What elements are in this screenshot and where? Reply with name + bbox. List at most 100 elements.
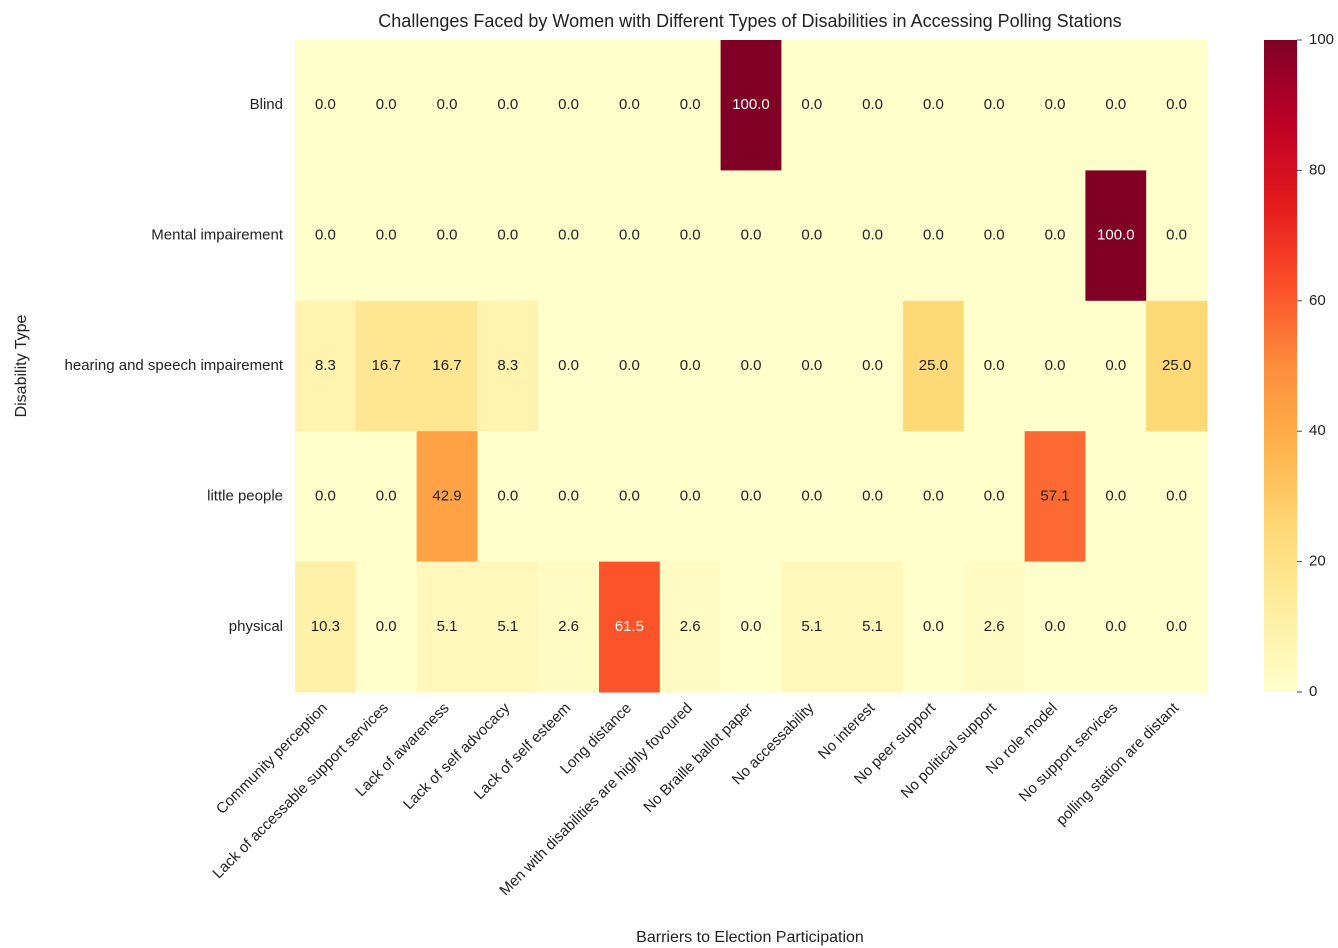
heatmap-cell bbox=[903, 300, 965, 432]
cell-label: 0.0 bbox=[558, 487, 579, 504]
cell-label: 0.0 bbox=[984, 487, 1005, 504]
cell-label: 0.0 bbox=[619, 227, 640, 244]
heatmap-cell bbox=[295, 300, 357, 432]
cell-label: 0.0 bbox=[923, 487, 944, 504]
cell-label: 0.0 bbox=[437, 96, 458, 113]
cell-label: 0.0 bbox=[923, 96, 944, 113]
heatmap-cell bbox=[1024, 431, 1086, 563]
x-tick-label: Lack of self advocacy bbox=[400, 699, 514, 813]
colorbar-tick-label: 40 bbox=[1309, 422, 1326, 439]
x-tick-label: Community perception bbox=[213, 700, 331, 818]
heatmap-cell bbox=[1085, 170, 1147, 302]
cell-label: 0.0 bbox=[376, 227, 397, 244]
heatmap-cell bbox=[599, 431, 661, 563]
cell-label: 2.6 bbox=[680, 618, 701, 635]
y-tick-label: little people bbox=[207, 487, 283, 504]
cell-label: 2.6 bbox=[558, 618, 579, 635]
cell-label: 0.0 bbox=[437, 227, 458, 244]
heatmap-cell bbox=[1085, 431, 1147, 563]
y-tick-label: hearing and speech impairement bbox=[65, 357, 284, 374]
cell-label: 0.0 bbox=[862, 96, 883, 113]
cell-label: 0.0 bbox=[984, 357, 1005, 374]
heatmap-cell bbox=[903, 170, 965, 302]
colorbar bbox=[1264, 40, 1297, 692]
heatmap-cell bbox=[416, 431, 478, 563]
cell-label: 0.0 bbox=[497, 227, 518, 244]
cell-label: 0.0 bbox=[558, 96, 579, 113]
cell-label: 0.0 bbox=[619, 357, 640, 374]
cell-label: 0.0 bbox=[801, 487, 822, 504]
x-tick-label: polling station are distant bbox=[1053, 699, 1183, 829]
cell-label: 42.9 bbox=[432, 487, 461, 504]
cell-label: 0.0 bbox=[1045, 618, 1066, 635]
heatmap-cell bbox=[842, 300, 904, 432]
cell-label: 0.0 bbox=[376, 618, 397, 635]
cell-label: 10.3 bbox=[311, 618, 340, 635]
heatmap-cell bbox=[903, 40, 965, 171]
heatmap-cell bbox=[355, 561, 418, 693]
heatmap-cell bbox=[355, 40, 418, 171]
heatmap-cell bbox=[416, 300, 478, 432]
heatmap-cell bbox=[1024, 40, 1086, 171]
colorbar-tick-label: 0 bbox=[1309, 683, 1317, 700]
cell-label: 0.0 bbox=[497, 487, 518, 504]
y-tick-label: Mental impairement bbox=[151, 227, 284, 244]
y-axis-label: Disability Type bbox=[13, 314, 30, 417]
heatmap-cell bbox=[720, 40, 782, 171]
heatmap-cell bbox=[599, 40, 661, 171]
cell-label: 5.1 bbox=[801, 618, 822, 635]
heatmap-cell bbox=[659, 40, 722, 171]
heatmap-cell bbox=[903, 431, 965, 563]
cell-label: 0.0 bbox=[619, 96, 640, 113]
cell-label: 0.0 bbox=[1045, 227, 1066, 244]
heatmap-cell bbox=[963, 170, 1026, 302]
heatmap-cell bbox=[720, 300, 782, 432]
cell-label: 25.0 bbox=[919, 357, 948, 374]
heatmap-cell bbox=[538, 561, 600, 693]
heatmap-cell bbox=[963, 561, 1026, 693]
heatmap-cell bbox=[659, 170, 722, 302]
cell-label: 0.0 bbox=[558, 227, 579, 244]
cell-label: 61.5 bbox=[615, 618, 644, 635]
heatmap-cell bbox=[477, 40, 539, 171]
cell-label: 16.7 bbox=[372, 357, 401, 374]
cell-label: 100.0 bbox=[732, 96, 770, 113]
cell-label: 8.3 bbox=[497, 357, 518, 374]
x-tick-label: No Braille ballot paper bbox=[640, 700, 756, 816]
cell-label: 0.0 bbox=[680, 487, 701, 504]
x-axis-label: Barriers to Election Participation bbox=[636, 929, 864, 946]
heatmap-cell bbox=[842, 170, 904, 302]
heatmap-cell bbox=[416, 561, 478, 693]
heatmap-cell bbox=[538, 431, 600, 563]
heatmap-cell bbox=[1085, 40, 1147, 171]
heatmap-cell bbox=[659, 561, 722, 693]
heatmap-cell bbox=[903, 561, 965, 693]
cell-label: 0.0 bbox=[801, 96, 822, 113]
colorbar-tick-label: 80 bbox=[1309, 161, 1326, 178]
cell-label: 5.1 bbox=[497, 618, 518, 635]
cell-label: 0.0 bbox=[741, 618, 762, 635]
cell-label: 0.0 bbox=[1045, 96, 1066, 113]
heatmap-cell bbox=[659, 431, 722, 563]
cell-label: 16.7 bbox=[432, 357, 461, 374]
cell-label: 2.6 bbox=[984, 618, 1005, 635]
heatmap-cell bbox=[355, 300, 418, 432]
heatmap-cell bbox=[1146, 431, 1208, 563]
y-tick-label: physical bbox=[229, 618, 283, 635]
heatmap-cell bbox=[538, 40, 600, 171]
cell-label: 0.0 bbox=[984, 227, 1005, 244]
cell-label: 0.0 bbox=[741, 357, 762, 374]
cell-label: 0.0 bbox=[315, 487, 336, 504]
cell-label: 0.0 bbox=[376, 487, 397, 504]
cell-label: 0.0 bbox=[1105, 357, 1126, 374]
heatmap-cell bbox=[538, 170, 600, 302]
cell-label: 0.0 bbox=[862, 227, 883, 244]
heatmap-cell bbox=[355, 170, 418, 302]
cell-label: 0.0 bbox=[680, 227, 701, 244]
cell-label: 0.0 bbox=[862, 357, 883, 374]
cell-label: 0.0 bbox=[680, 96, 701, 113]
heatmap-cell bbox=[1085, 300, 1147, 432]
x-tick-label: No interest bbox=[815, 699, 879, 763]
cell-label: 0.0 bbox=[984, 96, 1005, 113]
